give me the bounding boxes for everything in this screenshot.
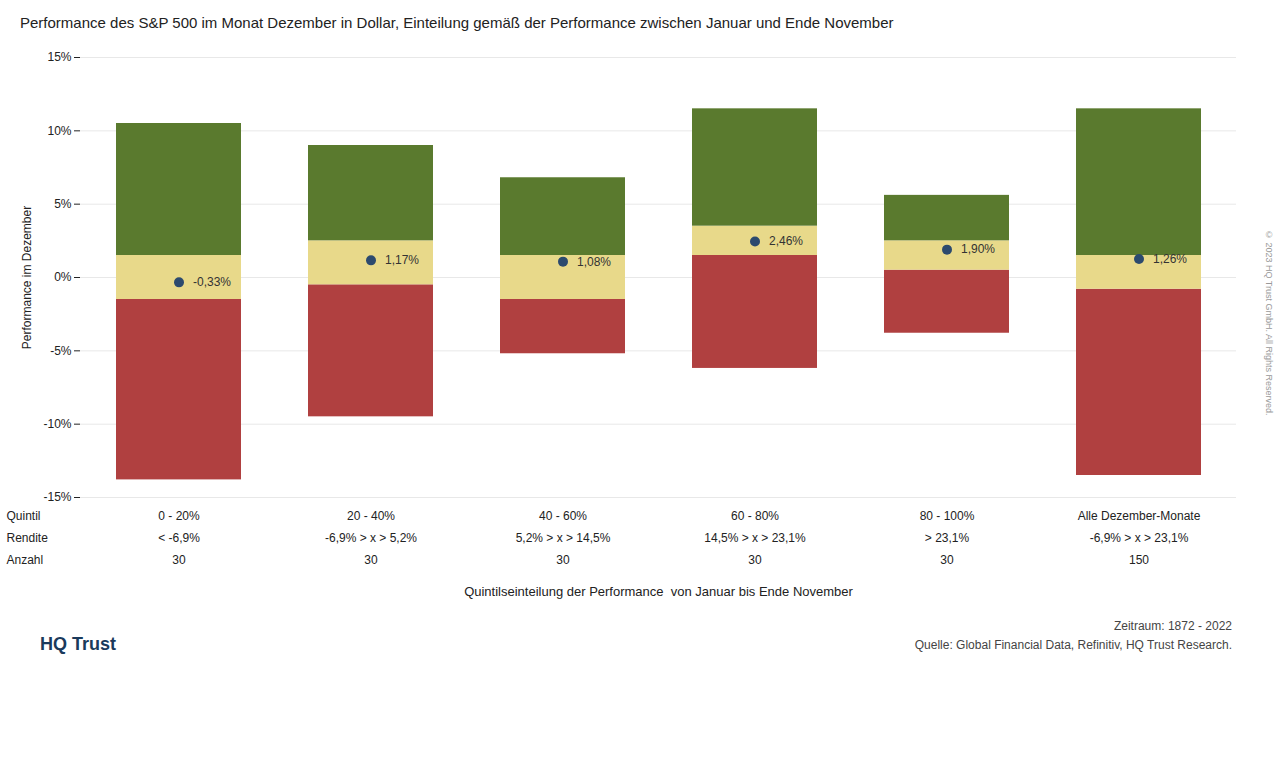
svg-text:-10%: -10% <box>43 417 71 431</box>
svg-text:1,08%: 1,08% <box>577 255 611 269</box>
svg-text:-15%: -15% <box>43 490 71 504</box>
svg-text:150: 150 <box>1129 553 1149 567</box>
svg-text:10%: 10% <box>47 124 71 138</box>
html-text:Quelle: Global Financial Data,: Quelle: Global Financial Data, Refinitiv… <box>914 638 1232 653</box>
html-text:Performance des S&P 500 im Mon: Performance des S&P 500 im Monat Dezembe… <box>20 14 894 31</box>
svg-text:-6,9% > x > 5,2%: -6,9% > x > 5,2% <box>325 531 417 545</box>
svg-text:40 - 60%: 40 - 60% <box>539 509 587 523</box>
svg-text:-5%: -5% <box>50 344 72 358</box>
html-text:Zeitraum: 1872 - 2022: Zeitraum: 1872 - 2022 <box>1113 619 1232 633</box>
svg-text:5,2% > x > 14,5%: 5,2% > x > 14,5% <box>516 531 611 545</box>
svg-text:5%: 5% <box>54 197 72 211</box>
svg-text:< -6,9%: < -6,9% <box>158 531 200 545</box>
svg-text:-0,33%: -0,33% <box>193 275 231 289</box>
svg-text:Quintilseinteilung der Perform: Quintilseinteilung der Performance von J… <box>464 584 853 599</box>
svg-text:1,26%: 1,26% <box>1153 252 1187 266</box>
svg-text:> 23,1%: > 23,1% <box>925 531 970 545</box>
svg-text:30: 30 <box>556 553 570 567</box>
svg-text:30: 30 <box>172 553 186 567</box>
svg-text:1,90%: 1,90% <box>961 242 995 256</box>
svg-text:Rendite: Rendite <box>7 531 49 545</box>
svg-text:30: 30 <box>940 553 954 567</box>
svg-text:30: 30 <box>364 553 378 567</box>
svg-text:1,17%: 1,17% <box>385 253 419 267</box>
svg-text:60 - 80%: 60 - 80% <box>731 509 779 523</box>
svg-text:15%: 15% <box>47 50 71 64</box>
svg-text:Anzahl: Anzahl <box>7 553 44 567</box>
svg-text:Quintil: Quintil <box>7 509 41 523</box>
svg-text:-6,9% > x > 23,1%: -6,9% > x > 23,1% <box>1090 531 1189 545</box>
svg-text:20 - 40%: 20 - 40% <box>347 509 395 523</box>
svg-text:0%: 0% <box>54 270 72 284</box>
svg-text:2,46%: 2,46% <box>769 234 803 248</box>
html-text:HQ Trust: HQ Trust <box>40 634 116 655</box>
svg-text:80 - 100%: 80 - 100% <box>920 509 975 523</box>
svg-text:0 - 20%: 0 - 20% <box>158 509 200 523</box>
svg-text:Alle Dezember-Monate: Alle Dezember-Monate <box>1078 509 1201 523</box>
svg-text:14,5% > x > 23,1%: 14,5% > x > 23,1% <box>704 531 806 545</box>
svg-text:30: 30 <box>748 553 762 567</box>
html-text:© 2023 HQ Trust GmbH. All Righ: © 2023 HQ Trust GmbH. All Rights Reserve… <box>1264 230 1274 416</box>
svg-text:Performance im Dezember: Performance im Dezember <box>20 206 34 349</box>
